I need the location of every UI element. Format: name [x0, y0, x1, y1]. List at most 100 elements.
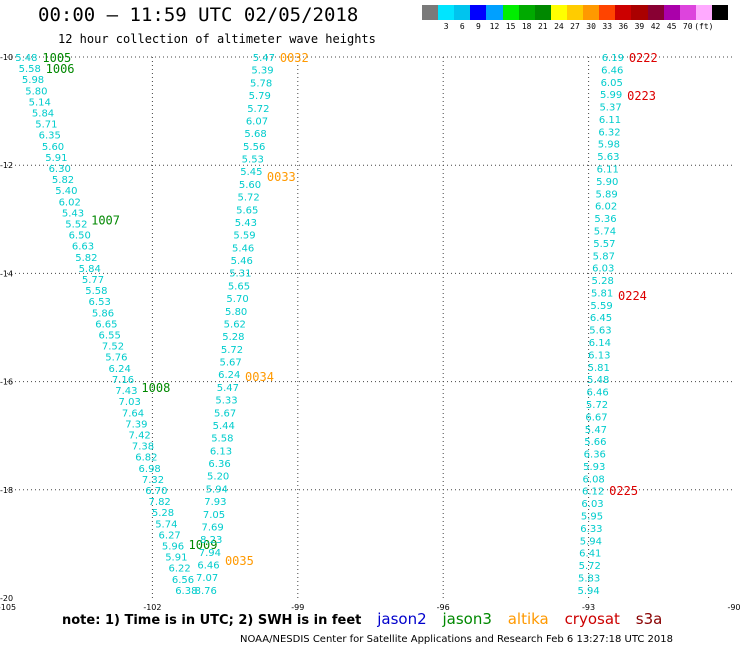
swh-value: 5.39: [251, 66, 273, 77]
swh-value: 5.58: [211, 434, 233, 445]
swh-value: 6.02: [59, 197, 81, 208]
swh-value: 5.47: [585, 425, 607, 436]
y-tick-label: -16: [0, 378, 13, 387]
legend-label: 42: [650, 22, 661, 31]
swh-value: 6.02: [595, 202, 617, 213]
satellite-cryosat: cryosat: [564, 610, 620, 628]
swh-value: 5.72: [579, 561, 601, 572]
swh-value: 6.55: [99, 331, 121, 342]
x-tick-label: -96: [437, 603, 450, 612]
swh-value: 5.44: [213, 421, 235, 432]
swh-value: 5.60: [239, 180, 261, 191]
swh-value: 6.36: [208, 459, 230, 470]
swh-value: 5.37: [599, 103, 621, 114]
pass-label: 1009: [189, 538, 218, 552]
swh-value: 7.07: [196, 573, 218, 584]
swh-value: 5.89: [596, 189, 618, 200]
swh-value: 5.90: [596, 177, 618, 188]
swh-value: 5.84: [32, 109, 54, 120]
swh-value: 5.59: [590, 301, 612, 312]
legend-swatch: [695, 5, 712, 20]
swh-value: 5.28: [152, 508, 174, 519]
chart-title: 00:00 – 11:59 UTC 02/05/2018: [38, 4, 359, 26]
swh-value: 5.95: [581, 512, 603, 523]
legend-swatch: [647, 5, 664, 20]
swh-value: 7.03: [119, 397, 141, 408]
pass-label: 1007: [91, 213, 120, 227]
swh-value: 6.53: [89, 297, 111, 308]
swh-value: 6.46: [601, 65, 623, 76]
swh-value: 5.36: [594, 214, 616, 225]
legend-label: 36: [618, 22, 629, 31]
legend-swatch: [486, 5, 503, 20]
swh-value: 6.13: [588, 350, 610, 361]
swh-value: 5.82: [75, 253, 97, 264]
swh-value: 6.22: [169, 564, 191, 575]
swh-value: 5.93: [583, 462, 605, 473]
swh-value: 7.05: [203, 510, 225, 521]
legend-label: 39: [634, 22, 645, 31]
legend-swatch: [518, 5, 535, 20]
swh-value: 5.47: [217, 383, 239, 394]
swh-value: 5.67: [214, 408, 236, 419]
swh-value: 6.33: [580, 524, 602, 535]
legend-label: 33: [602, 22, 613, 31]
color-scale-legend: [422, 5, 729, 20]
legend-label: (ft): [694, 22, 714, 31]
legend-swatch: [438, 5, 455, 20]
pass-label: 0223: [627, 89, 656, 103]
y-tick-label: -20: [0, 594, 13, 603]
swh-value: 5.68: [244, 129, 266, 140]
x-tick-label: -105: [0, 603, 16, 612]
legend-swatch: [534, 5, 551, 20]
swh-value: 5.59: [233, 231, 255, 242]
legend-swatch: [566, 5, 584, 20]
satellite-jason2: jason2: [377, 610, 427, 628]
color-scale-labels: 3 6 9 12 15 18 21 24 27 30 33 36 39 42 45 70 (ft): [422, 22, 728, 34]
note-row: note: 1) Time is in UTC; 2) SWH is in fe…: [62, 610, 662, 628]
pass-label: 1008: [141, 381, 170, 395]
swh-value: 5.94: [577, 586, 599, 597]
swh-value: 5.66: [584, 437, 606, 448]
legend-label: 21: [537, 22, 548, 31]
swh-value: 5.70: [226, 294, 248, 305]
swh-value: 5.28: [592, 276, 614, 287]
swh-value: 5.43: [235, 218, 257, 229]
swh-value: 5.98: [598, 140, 620, 151]
swh-value: 6.98: [139, 464, 161, 475]
swh-value: 6.05: [601, 78, 623, 89]
swh-value: 5.62: [224, 319, 246, 330]
swh-value: 7.64: [122, 408, 144, 419]
swh-value: 8.76: [195, 586, 217, 597]
pass-label: 1005: [42, 51, 71, 65]
y-tick-label: -12: [0, 161, 13, 170]
satellite-altika: altika: [507, 610, 549, 628]
swh-value: 8.23: [200, 535, 222, 546]
swh-value: 5.87: [593, 251, 615, 262]
x-tick-label: -90: [727, 603, 740, 612]
swh-value: 6.12: [582, 487, 604, 498]
swh-value: 6.30: [49, 164, 71, 175]
swh-value: 5.72: [586, 400, 608, 411]
swh-value: 7.43: [115, 386, 137, 397]
swh-value: 5.52: [65, 220, 87, 231]
swh-value: 5.40: [55, 186, 77, 197]
credit-line: NOAA/NESDIS Center for Satellite Applica…: [240, 634, 673, 645]
swh-value: 5.79: [249, 91, 271, 102]
swh-value: 5.48: [587, 375, 609, 386]
swh-value: 6.65: [95, 319, 117, 330]
swh-value: 5.56: [243, 142, 265, 153]
swh-value: 6.07: [246, 116, 268, 127]
swh-value: 5.43: [62, 208, 84, 219]
legend-swatch: [422, 5, 439, 20]
swh-value: 5.31: [229, 269, 251, 280]
pass-label: 0033: [267, 170, 296, 184]
swh-value: 6.35: [39, 131, 61, 142]
swh-value: 7.32: [142, 475, 164, 486]
swh-value: 6.45: [590, 313, 612, 324]
swh-value: 5.57: [593, 239, 615, 250]
legend-swatch: [454, 5, 471, 20]
legend-swatch: [615, 5, 632, 20]
x-tick-label: -99: [291, 603, 304, 612]
